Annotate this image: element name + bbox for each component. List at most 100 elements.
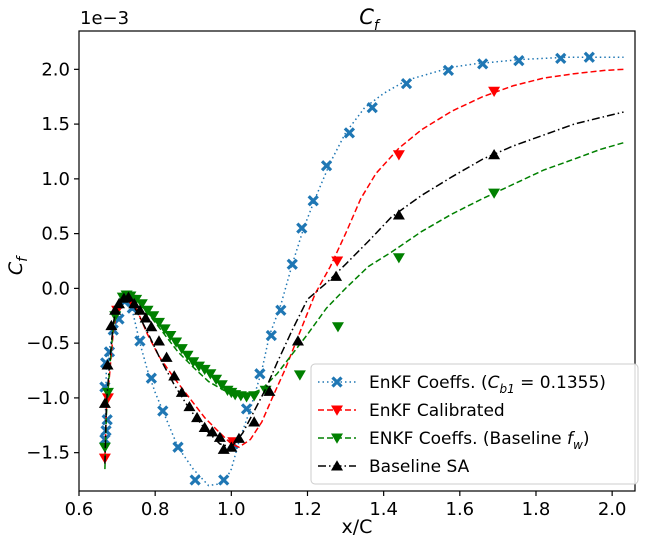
data-point-enkf-baseline-fw [164,330,177,342]
legend-label-enkf-coeffs: EnKF Coeffs. (Cb1 = 0.1355) [369,373,606,396]
data-point-enkf-calibrated [488,86,501,97]
data-point-baseline-sa [112,298,125,309]
data-point-enkf-baseline-fw [187,357,200,368]
y-tick-label: 2.0 [41,59,70,80]
data-point-baseline-sa [183,400,196,412]
data-point-enkf-coeffs [103,346,116,358]
legend-part-2: C [488,373,500,393]
legend-entry-baseline-sa: Baseline SA [318,457,470,477]
x-tick-label: 1.2 [293,499,322,520]
legend-entry-enkf-baseline-fw: ENKF Coeffs. (Baseline fw) [318,429,589,452]
data-point-enkf-baseline-fw [392,253,405,264]
data-point-enkf-coeffs [296,222,308,234]
data-point-enkf-coeffs [254,368,266,380]
data-point-baseline-sa [488,149,501,160]
y-tick-label: −0.5 [26,333,70,354]
plot-frame [78,30,636,492]
x-tick-label: 1.8 [522,499,551,520]
legend-part-4: = 0.1355) [515,373,606,393]
data-point-baseline-sa [206,426,219,437]
legend-label-baseline-sa: Baseline SA [369,457,470,477]
data-point-enkf-coeffs [320,160,333,172]
data-point-baseline-sa [133,304,146,315]
data-point-enkf-coeffs [189,474,201,486]
legend-part-3: w [573,438,583,452]
data-point-enkf-baseline-fw [158,324,171,335]
data-point-baseline-sa [145,321,158,332]
data-point-enkf-coeffs [101,414,113,426]
x-tick-label: 1.6 [446,499,475,520]
data-point-enkf-baseline-fw [488,188,501,199]
x-tick-label: 0.6 [65,499,94,520]
x-tick-label: 0.8 [141,499,170,520]
legend-label-enkf-calibrated: EnKF Calibrated [369,401,505,421]
data-point-baseline-sa [248,416,261,427]
legend-marker-enkf-calibrated [331,405,343,416]
data-point-enkf-coeffs [145,372,157,384]
y-tick-label: 0.5 [41,224,70,245]
data-point-baseline-sa [139,312,152,323]
data-point-enkf-coeffs [157,405,169,417]
legend-entry-enkf-coeffs: EnKF Coeffs. (Cb1 = 0.1355) [318,373,606,396]
data-point-enkf-coeffs [513,54,525,67]
data-point-enkf-calibrated [331,256,344,267]
data-point-enkf-coeffs [343,127,356,139]
data-point-enkf-baseline-fw [147,311,160,322]
data-point-enkf-baseline-fw [181,350,194,361]
data-point-enkf-baseline-fw [198,364,211,376]
y-tick-label: −1.5 [26,443,70,464]
data-point-baseline-sa [98,397,111,408]
title-sub: f [374,18,381,34]
data-point-baseline-sa [330,270,343,281]
y-offset-label: 1e−3 [80,8,129,29]
data-point-enkf-baseline-fw [210,374,223,385]
data-point-baseline-sa [160,351,173,362]
legend-marker-shape [331,376,343,388]
data-point-enkf-baseline-fw [331,322,344,333]
x-tick-label: 2.0 [598,499,627,520]
data-point-enkf-baseline-fw [101,387,114,399]
legend-part-1: ENKF Coeffs. (Baseline [369,429,567,449]
y-tick-label: 1.5 [41,114,70,135]
data-point-enkf-baseline-fw [248,391,261,402]
data-point-enkf-coeffs [286,258,298,270]
legend-marker-enkf-baseline-fw [331,433,343,444]
legend-marker-baseline-sa [331,460,343,471]
data-point-enkf-baseline-fw [170,337,183,348]
data-point-baseline-sa [263,385,276,396]
data-point-baseline-sa [109,304,122,315]
series-layer [98,51,624,487]
data-point-enkf-baseline-fw [135,299,148,310]
ticks-layer: 0.6 0.8 1.0 1.2 1.4 1.6 1.8 2.0 −1.5 −1.0 −0.5 0.0 0… [26,59,626,520]
y-axis-label: Cf [5,255,31,275]
data-point-baseline-sa [198,421,211,432]
legend-marker-shape [331,460,343,471]
y-tick-label: 0.0 [41,278,70,299]
data-point-enkf-calibrated [101,393,114,404]
legend-part-1: EnKF Coeffs. ( [369,373,488,393]
x-tick-label: 1.4 [369,499,398,520]
data-point-baseline-sa [128,298,141,309]
data-point-baseline-sa [105,319,118,331]
data-point-baseline-sa [168,370,181,381]
data-point-enkf-baseline-fw [204,369,217,380]
data-point-enkf-coeffs [307,195,319,207]
legend-box [310,363,639,485]
data-point-enkf-coeffs [172,441,184,453]
data-point-enkf-coeffs [275,304,287,316]
data-point-baseline-sa [232,432,245,443]
data-point-baseline-sa [191,411,204,423]
legend-entries: EnKF Coeffs. (Cb1 = 0.1355) EnKF Calibra… [318,373,606,477]
data-point-baseline-sa [101,359,114,370]
data-point-enkf-coeffs [442,64,455,77]
data-point-enkf-baseline-fw [175,344,188,355]
title-main: C [359,5,374,29]
data-point-baseline-sa [225,441,238,452]
data-point-enkf-baseline-fw [152,317,165,329]
data-point-baseline-sa [213,431,226,442]
legend-label-enkf-baseline-fw: ENKF Coeffs. (Baseline fw) [369,429,589,452]
data-point-enkf-coeffs [265,329,277,342]
data-point-enkf-coeffs [583,51,595,63]
